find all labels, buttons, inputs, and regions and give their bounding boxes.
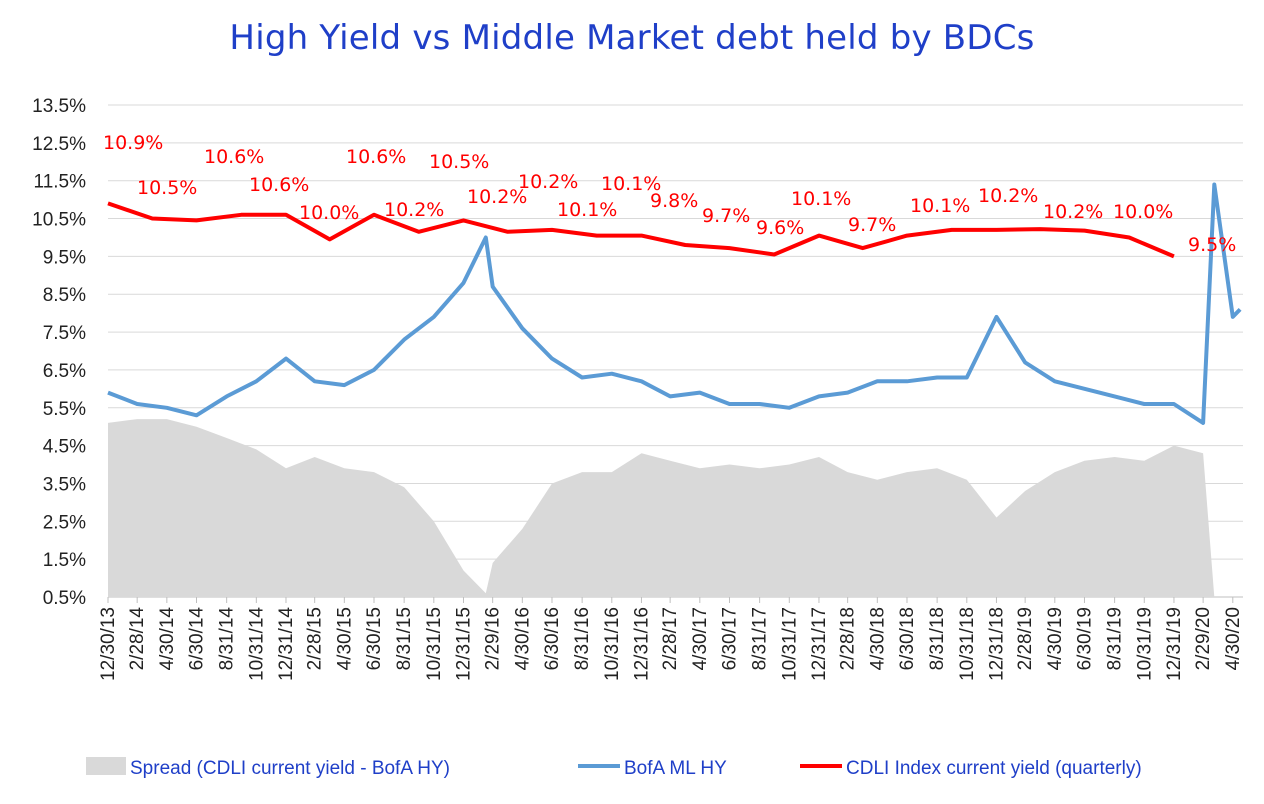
cdli-data-label: 10.0% bbox=[299, 202, 359, 224]
x-tick-label: 12/31/18 bbox=[986, 607, 1007, 681]
x-tick-label: 2/28/19 bbox=[1015, 607, 1036, 670]
y-tick-label: 5.5% bbox=[43, 399, 86, 420]
x-tick-label: 2/28/15 bbox=[305, 607, 326, 670]
x-tick-label: 6/30/14 bbox=[187, 607, 208, 671]
cdli-data-label: 10.9% bbox=[103, 132, 163, 154]
chart-title: High Yield vs Middle Market debt held by… bbox=[229, 18, 1035, 58]
x-tick-label: 6/30/18 bbox=[897, 607, 918, 670]
cdli-data-label: 10.1% bbox=[557, 199, 617, 221]
cdli-data-label: 9.7% bbox=[702, 205, 750, 227]
x-tick-label: 4/30/14 bbox=[157, 607, 178, 671]
x-tick-label: 6/30/17 bbox=[719, 607, 740, 670]
legend-label-cdli: CDLI Index current yield (quarterly) bbox=[846, 758, 1142, 779]
x-tick-label: 12/31/16 bbox=[631, 607, 652, 681]
y-tick-label: 7.5% bbox=[43, 323, 86, 344]
cdli-data-label: 10.2% bbox=[1043, 201, 1103, 223]
cdli-data-label: 10.5% bbox=[137, 177, 197, 199]
x-tick-label: 2/28/18 bbox=[838, 607, 859, 670]
x-tick-label: 8/31/15 bbox=[394, 607, 415, 670]
x-tick-label: 8/31/19 bbox=[1105, 607, 1126, 670]
x-tick-label: 6/30/19 bbox=[1074, 607, 1095, 670]
cdli-data-label: 10.1% bbox=[601, 173, 661, 195]
y-tick-label: 10.5% bbox=[32, 210, 86, 231]
cdli-data-label: 10.2% bbox=[467, 186, 527, 208]
hy-line bbox=[107, 182, 1242, 425]
legend-swatch-spread bbox=[86, 757, 126, 775]
x-tick-label: 4/30/16 bbox=[512, 607, 533, 670]
x-tick-label: 10/31/18 bbox=[957, 607, 978, 681]
cdli-data-label: 10.6% bbox=[249, 174, 309, 196]
x-tick-label: 2/29/16 bbox=[483, 607, 504, 670]
y-tick-label: 13.5% bbox=[32, 96, 86, 117]
y-tick-label: 4.5% bbox=[43, 437, 86, 458]
x-tick-label: 12/30/13 bbox=[98, 607, 119, 681]
cdli-data-label: 9.7% bbox=[848, 214, 896, 236]
x-tick-label: 4/30/18 bbox=[867, 607, 888, 670]
x-tick-label: 10/31/17 bbox=[779, 607, 800, 681]
cdli-data-label: 10.1% bbox=[791, 188, 851, 210]
y-tick-label: 12.5% bbox=[32, 134, 86, 155]
legend-label-spread: Spread (CDLI current yield - BofA HY) bbox=[130, 758, 450, 779]
y-tick-label: 0.5% bbox=[43, 588, 86, 609]
x-tick-label: 2/28/17 bbox=[660, 607, 681, 670]
cdli-data-label: 9.8% bbox=[650, 190, 698, 212]
x-tick-label: 8/31/16 bbox=[572, 607, 593, 670]
x-tick-label: 10/31/19 bbox=[1134, 607, 1155, 681]
x-tick-label: 8/31/17 bbox=[750, 607, 771, 670]
cdli-data-label: 10.5% bbox=[429, 151, 489, 173]
cdli-data-label: 10.6% bbox=[204, 146, 264, 168]
x-tick-label: 10/31/15 bbox=[424, 607, 445, 681]
x-tick-label: 2/28/14 bbox=[127, 607, 148, 671]
y-tick-label: 1.5% bbox=[43, 550, 86, 571]
cdli-data-label: 10.2% bbox=[518, 171, 578, 193]
legend-label-hy: BofA ML HY bbox=[624, 758, 727, 779]
x-tick-label: 4/30/19 bbox=[1045, 607, 1066, 670]
x-tick-label: 4/30/20 bbox=[1223, 607, 1244, 670]
cdli-data-label: 10.6% bbox=[346, 146, 406, 168]
x-tick-label: 4/30/17 bbox=[690, 607, 711, 670]
x-tick-label: 12/31/14 bbox=[276, 607, 297, 681]
y-tick-label: 6.5% bbox=[43, 361, 86, 382]
cdli-data-label: 9.6% bbox=[756, 217, 804, 239]
cdli-data-label: 10.1% bbox=[910, 195, 970, 217]
x-tick-label: 12/31/15 bbox=[453, 607, 474, 681]
y-tick-label: 11.5% bbox=[34, 172, 87, 193]
x-tick-label: 4/30/15 bbox=[334, 607, 355, 670]
x-tick-label: 10/31/14 bbox=[246, 607, 267, 681]
x-tick-label: 12/31/17 bbox=[809, 607, 830, 681]
x-tick-label: 2/29/20 bbox=[1193, 607, 1214, 670]
x-tick-label: 12/31/19 bbox=[1164, 607, 1185, 681]
x-tick-label: 10/31/16 bbox=[602, 607, 623, 681]
cdli-data-label: 10.0% bbox=[1113, 201, 1173, 223]
x-tick-label: 8/31/14 bbox=[217, 607, 238, 671]
y-tick-label: 8.5% bbox=[43, 285, 86, 306]
cdli-data-label: 10.2% bbox=[978, 185, 1038, 207]
x-tick-label: 6/30/16 bbox=[542, 607, 563, 670]
cdli-data-label: 10.2% bbox=[384, 199, 444, 221]
y-tick-label: 3.5% bbox=[43, 474, 86, 495]
x-tick-label: 6/30/15 bbox=[364, 607, 385, 670]
cdli-data-label: 9.5% bbox=[1188, 234, 1236, 256]
cdli-line bbox=[107, 201, 1175, 259]
y-tick-label: 9.5% bbox=[43, 247, 86, 268]
y-tick-label: 2.5% bbox=[43, 512, 86, 533]
x-tick-label: 8/31/18 bbox=[927, 607, 948, 670]
spread-area bbox=[108, 419, 1241, 597]
